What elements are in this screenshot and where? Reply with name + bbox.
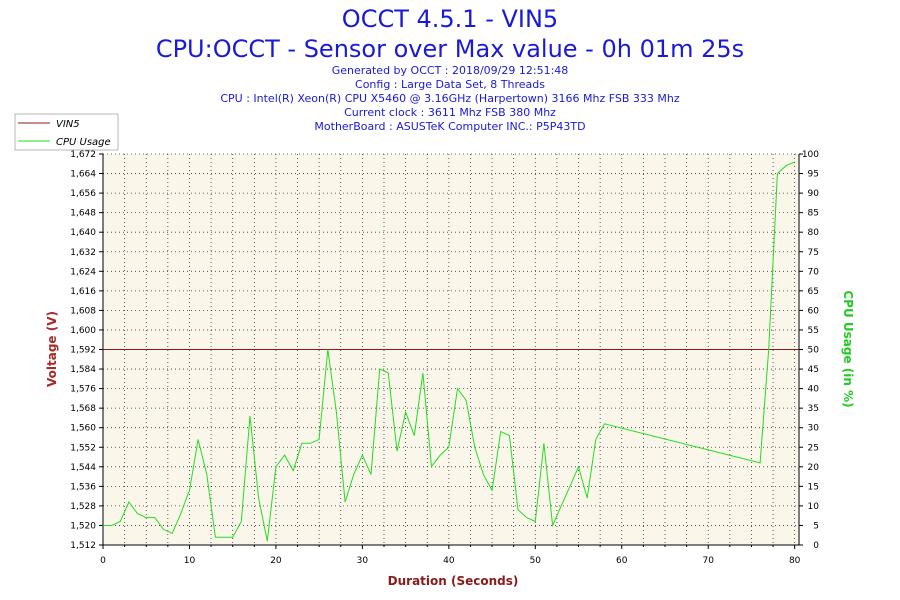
y-left-tick-label: 1,608 bbox=[70, 306, 96, 316]
y-left-tick-label: 1,536 bbox=[70, 482, 96, 492]
y-left-tick-label: 1,584 bbox=[70, 365, 96, 375]
legend-label-vin5: VIN5 bbox=[56, 119, 80, 130]
info-generated: Generated by OCCT : 2018/09/29 12:51:48 bbox=[331, 64, 569, 77]
y-left-tick-label: 1,520 bbox=[70, 521, 96, 531]
y-left-tick-label: 1,544 bbox=[70, 463, 96, 473]
info-clock: Current clock : 3611 Mhz FSB 380 Mhz bbox=[344, 106, 556, 119]
x-tick-label: 20 bbox=[270, 556, 282, 566]
x-tick-label: 70 bbox=[702, 556, 714, 566]
chart-title: OCCT 4.5.1 - VIN5 bbox=[341, 5, 559, 33]
y-left-tick-label: 1,568 bbox=[70, 404, 96, 414]
y-right-tick-label: 0 bbox=[813, 541, 819, 551]
y-right-tick-label: 80 bbox=[808, 228, 820, 238]
y-right-tick-label: 75 bbox=[808, 248, 819, 258]
y-right-tick-label: 70 bbox=[808, 267, 820, 277]
y-left-tick-label: 1,624 bbox=[70, 267, 96, 277]
chart-header: OCCT 4.5.1 - VIN5 CPU:OCCT - Sensor over… bbox=[0, 4, 900, 134]
y-left-tick-label: 1,552 bbox=[70, 443, 96, 453]
series-lines bbox=[103, 161, 799, 542]
y-right-tick-label: 20 bbox=[808, 463, 820, 473]
x-tick-label: 40 bbox=[443, 556, 455, 566]
y-right-tick-label: 95 bbox=[808, 170, 819, 180]
y-left-tick-label: 1,576 bbox=[70, 385, 96, 395]
x-tick-label: 10 bbox=[184, 556, 196, 566]
y-left-tick-label: 1,528 bbox=[70, 502, 96, 512]
y-left-tick-label: 1,616 bbox=[70, 287, 96, 297]
y-right-tick-label: 5 bbox=[813, 521, 819, 531]
y-right-tick-label: 30 bbox=[808, 424, 820, 434]
y-left-tick-label: 1,648 bbox=[70, 209, 96, 219]
info-config: Config : Large Data Set, 8 Threads bbox=[355, 78, 545, 91]
x-tick-label: 80 bbox=[789, 556, 801, 566]
y-left-tick-label: 1,632 bbox=[70, 248, 96, 258]
y-left-tick-label: 1,512 bbox=[70, 541, 96, 551]
y-right-tick-label: 100 bbox=[802, 150, 819, 160]
y-right-tick-label: 35 bbox=[808, 404, 819, 414]
info-motherboard: MotherBoard : ASUSTeK Computer INC.: P5P… bbox=[314, 120, 586, 133]
y-right-tick-label: 90 bbox=[808, 189, 820, 199]
y-axis-title-right: CPU Usage (in %) bbox=[841, 290, 855, 407]
y-left-tick-label: 1,656 bbox=[70, 189, 96, 199]
y-right-tick-label: 45 bbox=[808, 365, 819, 375]
info-cpu: CPU : Intel(R) Xeon(R) CPU X5460 @ 3.16G… bbox=[220, 92, 680, 105]
y-left-tick-label: 1,672 bbox=[70, 150, 96, 160]
y-right-tick-label: 50 bbox=[808, 346, 820, 356]
legend-box bbox=[14, 113, 119, 151]
x-tick-label: 30 bbox=[357, 556, 369, 566]
y-axis-title-left: Voltage (V) bbox=[45, 311, 59, 387]
y-left-tick-label: 1,600 bbox=[70, 326, 96, 336]
y-left-tick-label: 1,640 bbox=[70, 228, 96, 238]
y-right-tick-label: 60 bbox=[808, 306, 820, 316]
series-line-cpu-usage bbox=[103, 161, 795, 542]
y-left-tick-label: 1,592 bbox=[70, 346, 96, 356]
x-axis-title: Duration (Seconds) bbox=[388, 574, 519, 588]
x-tick-label: 50 bbox=[530, 556, 542, 566]
y-right-tick-label: 55 bbox=[808, 326, 819, 336]
y-right-tick-label: 65 bbox=[808, 287, 819, 297]
x-tick-label: 0 bbox=[100, 556, 106, 566]
chart-subtitle: CPU:OCCT - Sensor over Max value - 0h 01… bbox=[155, 35, 745, 63]
x-tick-label: 60 bbox=[616, 556, 628, 566]
tick-labels: 1,512 1,520 1,528 1,536 1,544 1,552 1,560 1,568… bbox=[70, 150, 819, 566]
y-right-tick-label: 85 bbox=[808, 209, 819, 219]
y-left-tick-label: 1,560 bbox=[70, 424, 96, 434]
legend-label-cpu-usage: CPU Usage bbox=[56, 137, 111, 148]
y-left-tick-label: 1,664 bbox=[70, 170, 96, 180]
y-right-tick-label: 15 bbox=[808, 482, 819, 492]
legend: VIN5 CPU Usage bbox=[14, 113, 119, 151]
y-right-tick-label: 25 bbox=[808, 443, 819, 453]
y-right-tick-label: 10 bbox=[808, 502, 820, 512]
y-right-tick-label: 40 bbox=[808, 385, 820, 395]
